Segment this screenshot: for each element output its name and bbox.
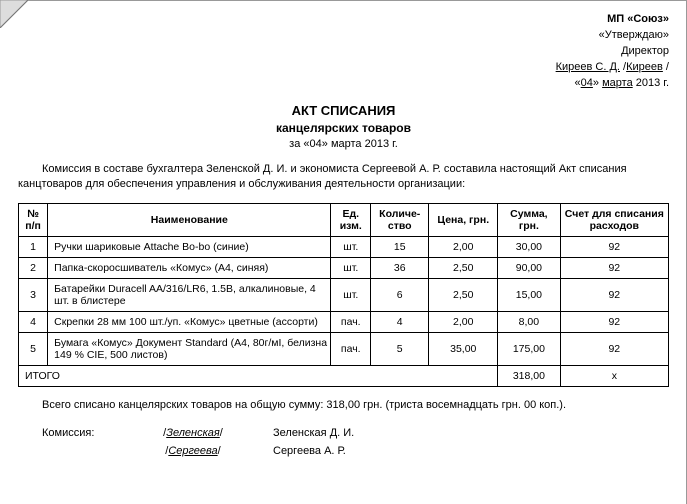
cell-unit: шт.	[331, 257, 371, 278]
title-block: АКТ СПИСАНИЯ канцелярских товаров за «04…	[18, 102, 669, 152]
table-row: 4Скрепки 28 мм 100 шт./уп. «Комус» цветн…	[19, 311, 669, 332]
approval-block: МП «Союз» «Утверждаю» Директор Киреев С.…	[18, 12, 669, 92]
signatures-block: Комиссия: /Зеленская/ /Сергеева/ Зеленск…	[18, 425, 669, 460]
cell-sum: 90,00	[498, 257, 560, 278]
col-name: Наименование	[48, 203, 331, 236]
cell-name: Скрепки 28 мм 100 шт./уп. «Комус» цветны…	[48, 311, 331, 332]
cell-name: Бумага «Комус» Документ Standard (А4, 80…	[48, 332, 331, 365]
total-label: ИТОГО	[19, 365, 498, 386]
cell-acct: 92	[560, 257, 668, 278]
table-row: 2Папка-скоросшиватель «Комус» (А4, синяя…	[19, 257, 669, 278]
cell-name: Батарейки Duracell AA/316/LR6, 1.5В, алк…	[48, 278, 331, 311]
sig2: Сергеева	[168, 445, 217, 457]
approver-sign: Киреев	[626, 61, 663, 73]
cell-acct: 92	[560, 332, 668, 365]
cell-unit: пач.	[331, 332, 371, 365]
signatures-label: Комиссия:	[18, 425, 133, 460]
approval-word: «Утверждаю»	[18, 28, 669, 44]
title-line2: канцелярских товаров	[18, 120, 669, 137]
cell-price: 2,50	[429, 257, 498, 278]
cell-qty: 4	[371, 311, 429, 332]
cell-sum: 175,00	[498, 332, 560, 365]
col-acct: Счет для списания расходов	[560, 203, 668, 236]
cell-unit: шт.	[331, 278, 371, 311]
cell-num: 3	[19, 278, 48, 311]
cell-sum: 8,00	[498, 311, 560, 332]
table-row: 1Ручки шариковые Attache Bo-bo (синие)шт…	[19, 236, 669, 257]
title-line1: АКТ СПИСАНИЯ	[18, 102, 669, 120]
col-qty: Количе- ство	[371, 203, 429, 236]
sig1: Зеленская	[166, 427, 220, 439]
name2: Сергеева А. Р.	[273, 443, 354, 461]
cell-acct: 92	[560, 311, 668, 332]
summary-text: Всего списано канцелярских товаров на об…	[18, 399, 669, 411]
approval-signer: Киреев С. Д. /Киреев /	[18, 60, 669, 76]
cell-sum: 15,00	[498, 278, 560, 311]
cell-price: 2,00	[429, 311, 498, 332]
approval-position: Директор	[18, 44, 669, 60]
cell-unit: шт.	[331, 236, 371, 257]
cell-qty: 6	[371, 278, 429, 311]
items-table: № п/п Наименование Ед. изм. Количе- ство…	[18, 203, 669, 387]
title-line3: за «04» марта 2013 г.	[18, 137, 669, 152]
table-row: 5Бумага «Комус» Документ Standard (А4, 8…	[19, 332, 669, 365]
cell-price: 35,00	[429, 332, 498, 365]
cell-acct: 92	[560, 278, 668, 311]
table-header-row: № п/п Наименование Ед. изм. Количе- ство…	[19, 203, 669, 236]
total-row: ИТОГО 318,00 х	[19, 365, 669, 386]
cell-unit: пач.	[331, 311, 371, 332]
cell-num: 2	[19, 257, 48, 278]
cell-name: Папка-скоросшиватель «Комус» (А4, синяя)	[48, 257, 331, 278]
cell-price: 2,50	[429, 278, 498, 311]
name-column: Зеленская Д. И. Сергеева А. Р.	[253, 425, 354, 460]
name1: Зеленская Д. И.	[273, 425, 354, 443]
cell-num: 1	[19, 236, 48, 257]
cell-qty: 5	[371, 332, 429, 365]
total-acct: х	[560, 365, 668, 386]
intro-text: Комиссия в составе бухгалтера Зеленской …	[18, 162, 669, 193]
cell-num: 4	[19, 311, 48, 332]
approval-date: «04» марта 2013 г.	[18, 76, 669, 92]
col-unit: Ед. изм.	[331, 203, 371, 236]
page-fold-icon	[0, 0, 28, 28]
cell-acct: 92	[560, 236, 668, 257]
org-name: МП «Союз»	[18, 12, 669, 28]
cell-qty: 36	[371, 257, 429, 278]
col-price: Цена, грн.	[429, 203, 498, 236]
cell-name: Ручки шариковые Attache Bo-bo (синие)	[48, 236, 331, 257]
total-sum: 318,00	[498, 365, 560, 386]
cell-sum: 30,00	[498, 236, 560, 257]
cell-qty: 15	[371, 236, 429, 257]
col-num: № п/п	[19, 203, 48, 236]
cell-num: 5	[19, 332, 48, 365]
col-sum: Сумма, грн.	[498, 203, 560, 236]
table-row: 3Батарейки Duracell AA/316/LR6, 1.5В, ал…	[19, 278, 669, 311]
cell-price: 2,00	[429, 236, 498, 257]
signature-column: /Зеленская/ /Сергеева/	[133, 425, 253, 460]
approver-name: Киреев С. Д.	[556, 61, 620, 73]
